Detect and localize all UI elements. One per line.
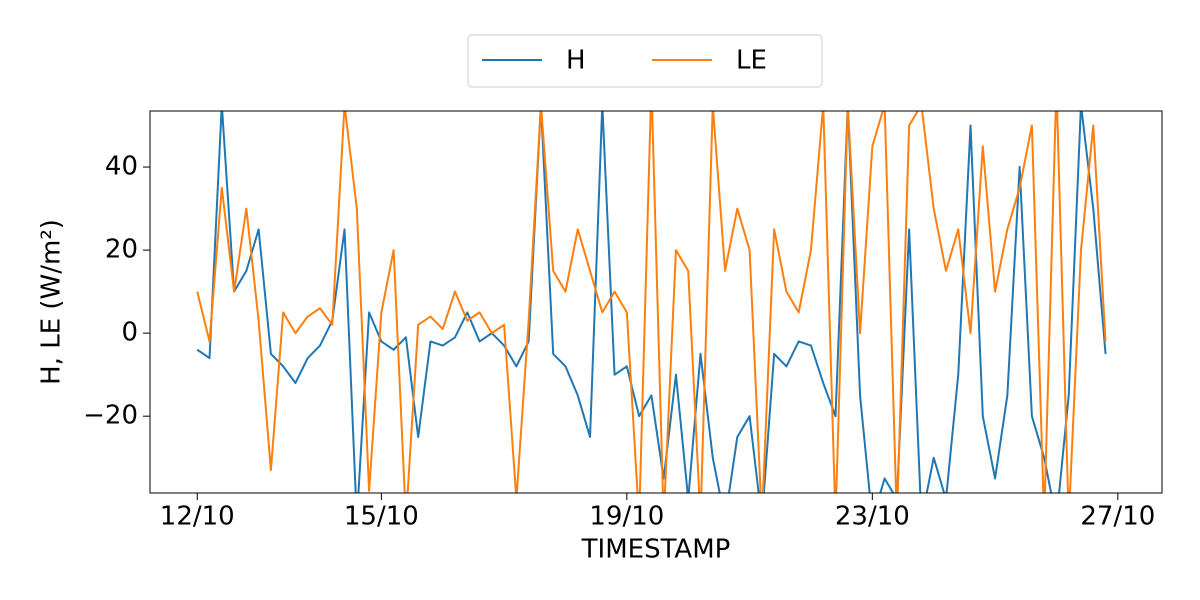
series-line	[196, 111, 1107, 493]
y-tick-label: −20	[83, 401, 138, 431]
legend-box	[467, 34, 823, 88]
y-tick-label: 0	[121, 318, 138, 348]
x-tick-label: 12/10	[160, 502, 235, 532]
y-tick-label: 20	[105, 235, 138, 265]
y-axis-label: H, LE (W/m²)	[37, 219, 67, 385]
x-tick-label: 15/10	[344, 502, 419, 532]
x-tick-label: 19/10	[589, 502, 664, 532]
plot-frame	[149, 110, 1163, 494]
legend: H LE	[467, 34, 823, 88]
series-line	[196, 111, 1107, 493]
legend-label: LE	[736, 46, 767, 76]
plot-lines	[196, 111, 1107, 493]
y-tick-label: 40	[105, 152, 138, 182]
legend-label: H	[566, 46, 586, 76]
x-tick-label: 23/10	[835, 502, 910, 532]
x-tick-label: 27/10	[1080, 502, 1155, 532]
x-axis-label: TIMESTAMP	[581, 535, 731, 565]
